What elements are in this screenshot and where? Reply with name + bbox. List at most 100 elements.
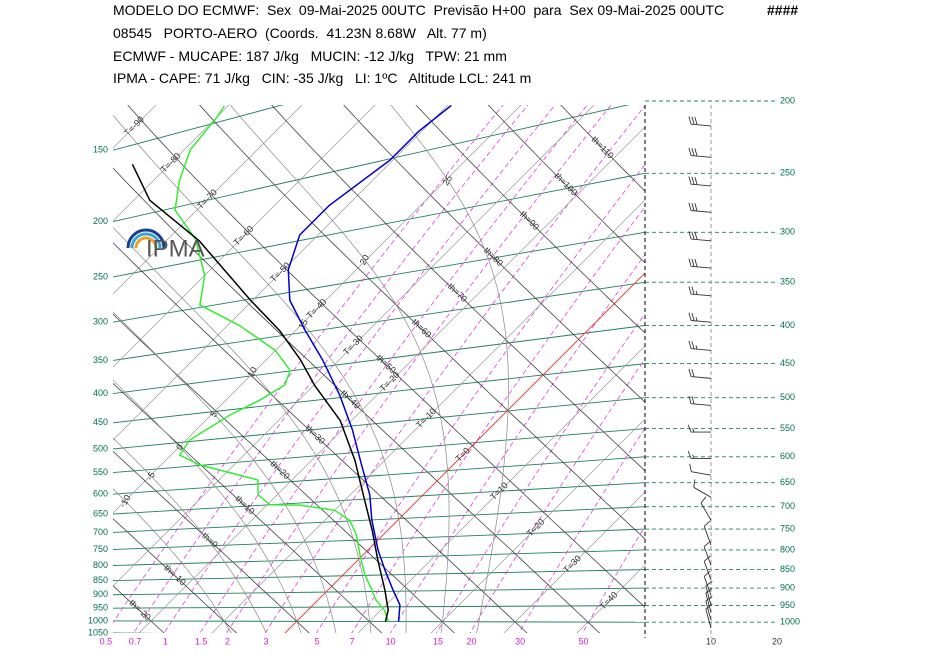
isotherm — [113, 105, 303, 295]
moist-adiabat — [113, 437, 267, 633]
moist-adiabat-label: 20 — [358, 253, 372, 267]
wind-barb — [688, 395, 712, 406]
dry-adiabat — [343, 105, 645, 403]
y2-tick-label: 550 — [780, 423, 795, 433]
mixing-ratio-line — [113, 105, 504, 624]
dry-adiabat — [113, 313, 455, 633]
y-tick-label: 1050 — [88, 627, 108, 637]
moist-adiabat — [113, 226, 372, 633]
mixing-ratio-label: 2 — [225, 636, 230, 646]
moist-adiabat-label: 0 — [174, 443, 185, 452]
isotherm — [113, 105, 595, 587]
y2-tick-label: 250 — [780, 168, 795, 178]
isobar — [113, 397, 645, 450]
y-tick-label: 200 — [93, 216, 108, 226]
isobar — [113, 456, 645, 495]
isobar — [113, 569, 645, 582]
wind-tick-label: 20 — [772, 636, 782, 646]
mixing-ratio-line — [163, 105, 556, 633]
mixing-ratio-line — [133, 105, 529, 633]
isobar — [113, 105, 284, 151]
y-tick-label: 750 — [93, 544, 108, 554]
y-tick-label: 550 — [93, 467, 108, 477]
y2-tick-label: 650 — [780, 477, 795, 487]
wind-barb — [688, 147, 712, 158]
wind-barb — [688, 258, 712, 269]
dry-adiabat — [487, 105, 645, 264]
y-tick-label: 400 — [93, 388, 108, 398]
isobar — [113, 281, 645, 361]
isobar — [113, 105, 630, 223]
wind-barb — [705, 580, 713, 606]
y-tick-label: 450 — [93, 417, 108, 427]
isobar — [113, 506, 645, 533]
y-tick-label: 800 — [93, 560, 108, 570]
mixing-ratio-label: 0.5 — [100, 636, 113, 646]
y-tick-label: 950 — [93, 603, 108, 613]
wind-barb — [703, 555, 712, 581]
y2-tick-label: 400 — [780, 320, 795, 330]
y-tick-label: 600 — [93, 489, 108, 499]
y2-tick-label: 900 — [780, 582, 795, 592]
isotherm — [113, 105, 157, 149]
mixing-ratio-line — [316, 164, 645, 633]
moist-adiabat-label: 10 — [245, 365, 259, 379]
y-tick-label: 250 — [93, 271, 108, 281]
isobar — [113, 605, 645, 609]
y2-tick-label: 450 — [780, 358, 795, 368]
isotherm — [113, 105, 522, 514]
isotherm — [138, 126, 645, 633]
y2-tick-label: 800 — [780, 544, 795, 554]
wind-barb — [687, 424, 712, 433]
dry-adiabat — [113, 518, 238, 633]
y2-tick-label: 200 — [780, 95, 795, 105]
moist-adiabat — [113, 114, 407, 633]
mixing-ratio-label: 5 — [314, 636, 319, 646]
wind-barb — [688, 368, 712, 379]
y-tick-label: 500 — [93, 443, 108, 453]
mixing-ratio-label: 15 — [433, 636, 443, 646]
y-tick-label: 850 — [93, 575, 108, 585]
moist-adiabat — [390, 105, 509, 633]
header-line: 08545 PORTO-AERO (Coords. 41.23N 8.68W A… — [113, 25, 487, 41]
y-tick-label: 700 — [93, 527, 108, 537]
wind-barb — [688, 312, 712, 323]
mixing-ratio-line — [435, 313, 645, 633]
logo-text: IPMA — [146, 235, 205, 262]
overlay: IPMA 15020025030035040045050055060065070… — [88, 95, 800, 646]
wind-barb — [689, 463, 712, 476]
y2-tick-label: 600 — [780, 451, 795, 461]
y-tick-label: 900 — [93, 589, 108, 599]
header-line: ECMWF - MUCAPE: 187 J/kg MUCIN: -12 J/kg… — [113, 48, 507, 64]
y2-tick-label: 950 — [780, 600, 795, 610]
wind-barb — [703, 570, 712, 596]
dry-adiabat — [113, 167, 601, 633]
mixing-ratio-label: 20 — [466, 636, 476, 646]
dry-adiabat — [271, 105, 645, 472]
wind-barb — [688, 116, 712, 127]
dry-adiabat — [127, 105, 645, 608]
wind-barb — [703, 540, 712, 566]
mixing-ratio-line — [582, 525, 645, 633]
profile-line — [131, 163, 389, 622]
wind-tick-label: 10 — [706, 636, 716, 646]
moist-adiabat — [113, 311, 337, 633]
header-flag: #### — [767, 2, 798, 18]
mixing-ratio-label: 3 — [264, 636, 269, 646]
y2-tick-label: 700 — [780, 501, 795, 511]
dry-adiabat — [199, 105, 645, 540]
wind-barb — [688, 231, 712, 242]
wind-barb — [700, 496, 712, 521]
wind-barb — [705, 595, 713, 621]
isotherm — [357, 345, 645, 633]
moist-adiabat-label: 25 — [441, 173, 455, 187]
isobar — [113, 587, 645, 596]
header-line: IPMA - CAPE: 71 J/kg CIN: -35 J/kg LI: 1… — [113, 70, 531, 86]
y-tick-label: 150 — [93, 145, 108, 155]
wind-barb — [688, 340, 712, 351]
mixing-ratio-line — [226, 105, 612, 633]
isobar — [113, 620, 645, 623]
y-tick-label: 650 — [93, 508, 108, 518]
